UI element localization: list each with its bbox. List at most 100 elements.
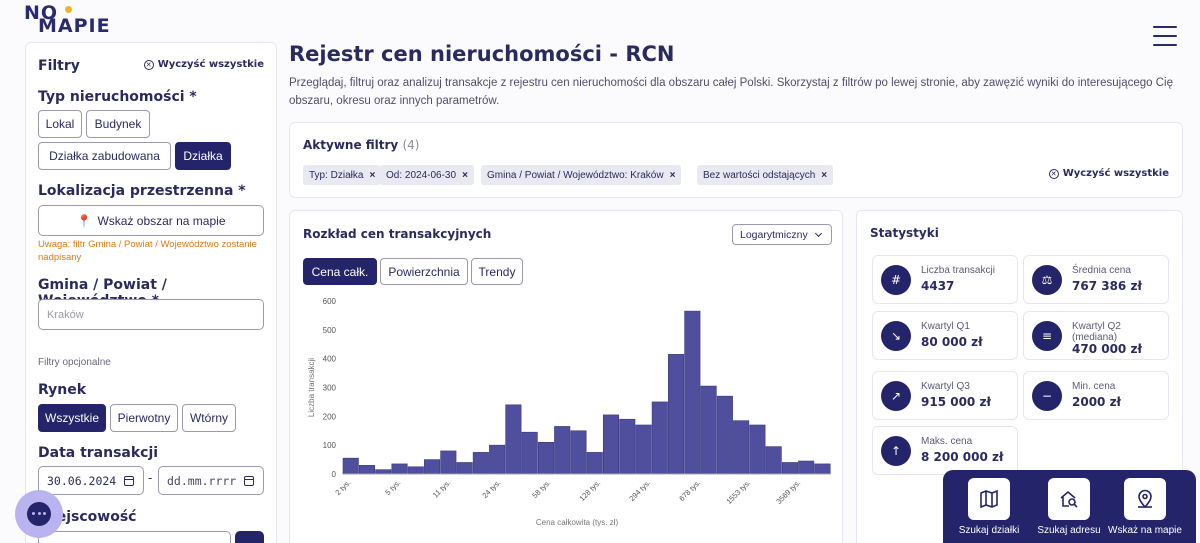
chip-market-secondary[interactable]: Wtórny: [182, 404, 236, 432]
histogram-bar[interactable]: [570, 430, 587, 475]
page-title: Rejestr cen nieruchomości - RCN: [289, 42, 675, 66]
clear-active-filters-button[interactable]: ✕ Wyczyść wszystkie: [1048, 168, 1169, 179]
histogram-bar[interactable]: [684, 310, 701, 475]
filters-sidebar: Filtry ✕ Wyczyść wszystkie Typ nieruchom…: [25, 42, 277, 543]
logo-line-1: NO: [24, 2, 59, 24]
date-from-input[interactable]: 30.06.2024: [38, 466, 144, 495]
stat-card: # Liczba transakcji 4437: [872, 255, 1018, 304]
calendar-icon: [124, 475, 135, 486]
y-tick-label: 500: [323, 326, 337, 335]
tab-trends[interactable]: Trendy: [471, 258, 523, 285]
histogram-bar[interactable]: [358, 465, 376, 475]
show-on-map-button[interactable]: Wskaż na mapie: [1105, 478, 1185, 536]
app-logo[interactable]: NO MAPIE: [24, 2, 124, 37]
map-pin-icon: [1124, 478, 1166, 520]
chip-dzialka[interactable]: Działka: [175, 142, 231, 170]
histogram-bar[interactable]: [456, 462, 473, 475]
histogram-bar[interactable]: [554, 426, 571, 475]
histogram-bar[interactable]: [440, 450, 457, 475]
histogram-bar[interactable]: [798, 460, 815, 475]
stat-value: 8 200 000 zł: [921, 450, 1004, 464]
remove-filter-icon[interactable]: ×: [821, 169, 828, 181]
remove-filter-icon[interactable]: ×: [369, 169, 376, 181]
filter-tag-label: Od: 2024-06-30: [386, 169, 457, 181]
histogram-bar[interactable]: [586, 452, 603, 475]
tab-area[interactable]: Powierzchnia: [380, 258, 468, 285]
histogram-bar[interactable]: [733, 420, 750, 475]
histogram-bar[interactable]: [537, 441, 554, 475]
histogram-bar[interactable]: [781, 462, 798, 475]
remove-filter-icon[interactable]: ×: [669, 169, 676, 181]
histogram-bar[interactable]: [375, 469, 392, 475]
stat-value: 470 000 zł: [1072, 342, 1142, 356]
y-tick-label: 200: [323, 412, 337, 421]
select-area-label: Wskaż obszar na mapie: [97, 213, 226, 228]
histogram-bar[interactable]: [619, 418, 636, 475]
filter-tag-label: Gmina / Powiat / Województwo: Kraków: [487, 169, 664, 181]
stat-card: ↗ Kwartyl Q3 915 000 zł: [872, 371, 1018, 420]
chip-budynek[interactable]: Budynek: [86, 110, 150, 138]
stat-card: ≡ Kwartyl Q2 (mediana) 470 000 zł: [1023, 311, 1169, 360]
quick-actions-bar: Szukaj działki Szukaj adresu Wskaż na ma…: [943, 470, 1196, 543]
filter-tag-label: Bez wartości odstających: [703, 169, 816, 181]
histogram-bar[interactable]: [668, 354, 685, 475]
histogram-bar[interactable]: [407, 466, 424, 475]
histogram-bar[interactable]: [521, 431, 538, 475]
close-circle-icon: ✕: [143, 59, 154, 70]
histogram-bar[interactable]: [602, 414, 620, 475]
stat-label: Kwartyl Q1: [921, 321, 970, 332]
median-icon: ≡: [1032, 321, 1062, 351]
select-area-on-map-button[interactable]: 📍 Wskaż obszar na mapie: [38, 205, 264, 236]
histogram-bar[interactable]: [814, 463, 831, 475]
chip-market-primary[interactable]: Pierwotny: [110, 404, 178, 432]
clear-all-filters-button[interactable]: ✕ Wyczyść wszystkie: [143, 59, 264, 70]
minus-icon: −: [1032, 381, 1062, 411]
x-tick-label: 678 tys.: [677, 478, 702, 503]
logo-dot: [65, 6, 72, 13]
chat-button[interactable]: [15, 490, 63, 538]
x-tick-label: 58 tys.: [530, 478, 552, 500]
histogram-bar[interactable]: [716, 395, 733, 475]
histogram-bar[interactable]: [749, 424, 766, 475]
x-tick-label: 3569 tys.: [774, 478, 802, 506]
tab-total-price[interactable]: Cena całk.: [303, 258, 377, 285]
map-search-icon: [968, 478, 1010, 520]
histogram-bar[interactable]: [342, 457, 359, 475]
histogram-bar[interactable]: [765, 446, 782, 475]
chip-dzialka-zabudowana[interactable]: Działka zabudowana: [38, 142, 171, 170]
date-to-placeholder: dd.mm.rrrr: [167, 473, 237, 488]
add-city-button[interactable]: [235, 531, 264, 543]
statistics-title: Statystyki: [870, 226, 939, 240]
chip-market-all[interactable]: Wszystkie: [38, 404, 106, 432]
x-tick-label: 294 tys.: [627, 478, 652, 503]
histogram-bar[interactable]: [505, 404, 522, 475]
stat-card: − Min. cena 2000 zł: [1023, 371, 1169, 420]
chip-lokal[interactable]: Lokal: [38, 110, 82, 138]
page-description: Przeglądaj, filtruj oraz analizuj transa…: [289, 77, 1173, 107]
remove-filter-icon[interactable]: ×: [462, 169, 468, 181]
histogram-bar[interactable]: [489, 444, 506, 475]
city-input[interactable]: [38, 531, 231, 543]
date-to-input[interactable]: dd.mm.rrrr: [158, 466, 264, 495]
municipality-input[interactable]: Kraków: [38, 299, 264, 330]
histogram-bar[interactable]: [700, 385, 717, 475]
histogram-bar[interactable]: [424, 459, 441, 475]
clear-all-label: Wyczyść wszystkie: [157, 59, 264, 70]
scale-select[interactable]: Logarytmiczny: [732, 224, 832, 245]
location-label: Lokalizacja przestrzenna *: [38, 183, 246, 199]
filter-tag: Od: 2024-06-30 ×: [380, 165, 474, 185]
stat-label: Min. cena: [1072, 381, 1116, 392]
stat-label: Liczba transakcji: [921, 265, 995, 276]
search-plot-button[interactable]: Szukaj działki: [949, 478, 1029, 536]
histogram-bar[interactable]: [391, 463, 408, 475]
histogram-bar[interactable]: [651, 401, 668, 475]
calendar-icon: [244, 475, 255, 486]
menu-icon[interactable]: [1153, 26, 1177, 46]
histogram-bar[interactable]: [635, 424, 652, 475]
location-warning: Uwaga: filtr Gmina / Powiat / Województw…: [38, 239, 257, 263]
market-label: Rynek: [38, 382, 87, 398]
stat-label: Maks. cena: [921, 436, 973, 447]
histogram-bar[interactable]: [472, 452, 489, 475]
search-address-button[interactable]: Szukaj adresu: [1029, 478, 1109, 536]
x-tick-label: 128 tys.: [577, 478, 602, 503]
